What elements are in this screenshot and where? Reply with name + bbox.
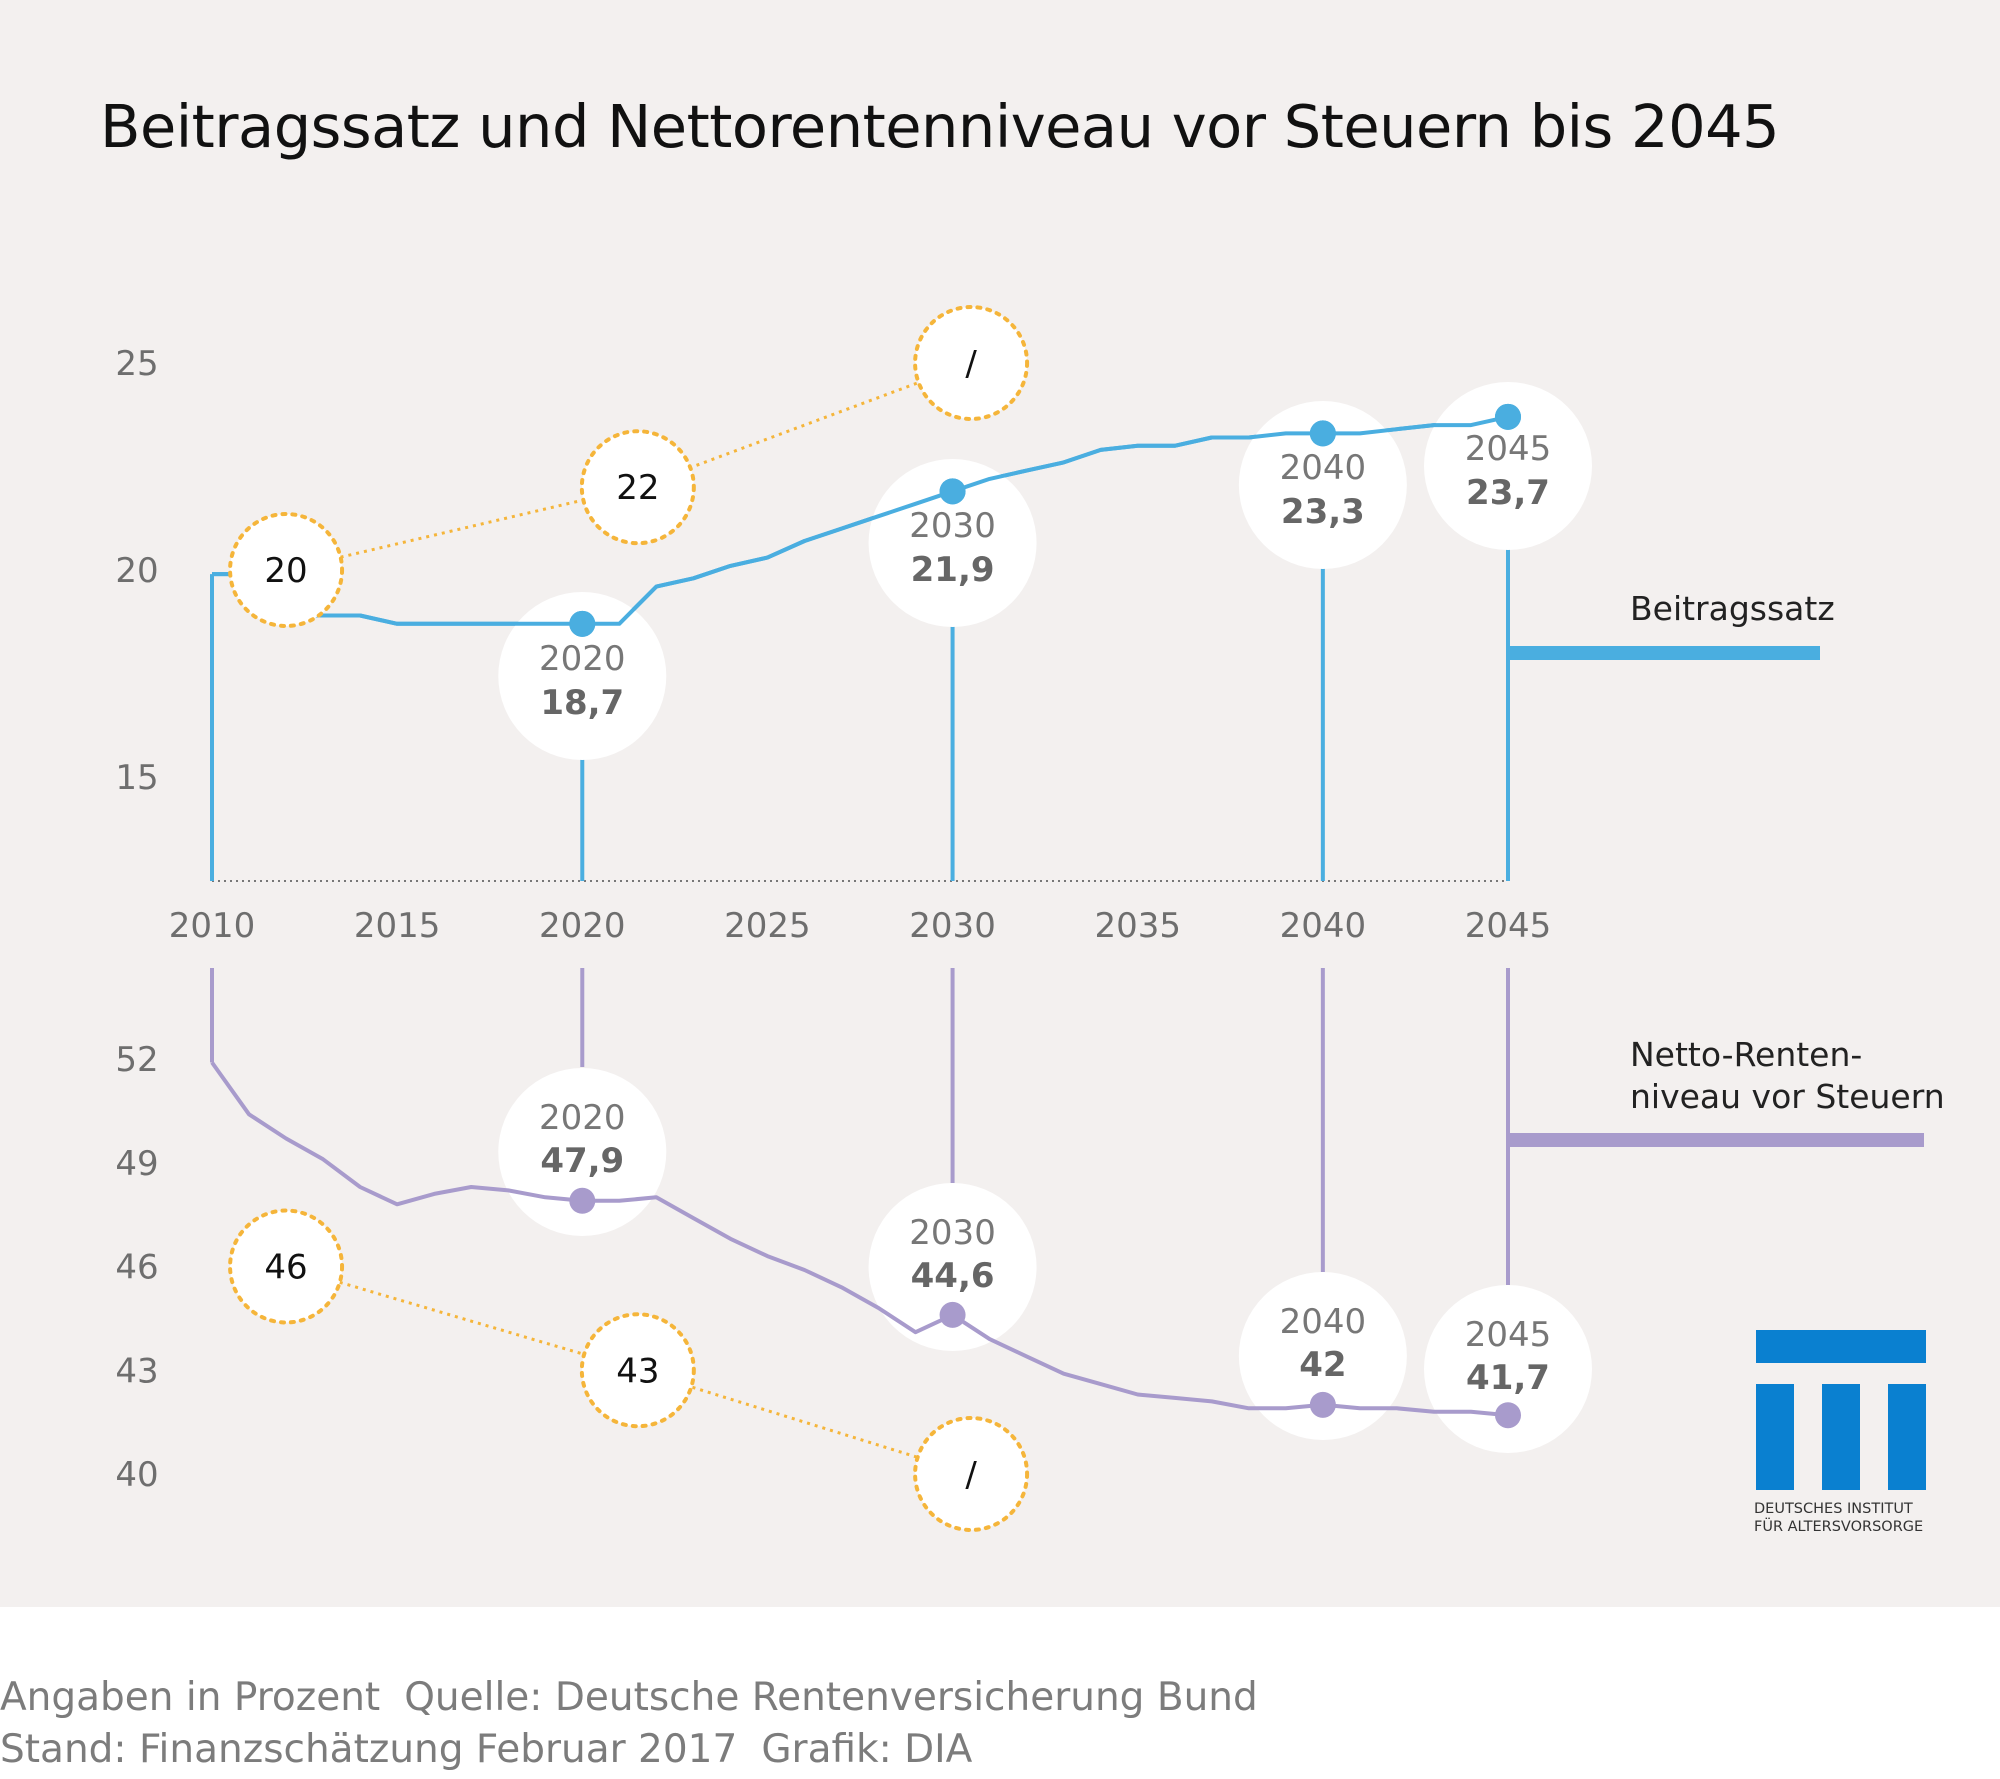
beitrag-highlight-value: 18,7 (540, 683, 624, 723)
beitrag-comparison-label: / (965, 344, 977, 384)
chart-panel: Beitragssatz und Nettorentenniveau vor S… (0, 0, 2000, 1607)
logo-text-line2: FÜR ALTERSVORSORGE (1754, 1519, 1924, 1535)
y-tick-label-netto: 49 (115, 1144, 158, 1184)
beitrag-data-marker-top (1495, 403, 1521, 430)
netto-data-marker (1495, 1402, 1521, 1429)
netto-comparison-label: 43 (616, 1351, 659, 1391)
netto-highlight-value: 42 (1299, 1345, 1346, 1385)
netto-highlight-circle (1238, 1272, 1407, 1440)
y-tick-label-netto: 52 (115, 1040, 158, 1080)
beitrag-highlight-circle (498, 592, 667, 760)
dia-logo: DEUTSCHES INSTITUT FÜR ALTERSVORSORGE (1754, 1330, 1926, 1540)
x-tick-label: 2030 (909, 906, 996, 946)
footer-line-2: Stand: Finanzschätzung Februar 2017 Grafi… (0, 1724, 1258, 1776)
x-tick-label: 2045 (1465, 906, 1552, 946)
beitrag-comparison-label: 20 (264, 551, 307, 591)
beitrag-highlight-value: 23,3 (1281, 492, 1365, 532)
netto-legend-label: niveau vor Steuern (1630, 1077, 1945, 1116)
netto-comparison-line (285, 1265, 972, 1476)
netto-comparison-label: / (965, 1455, 977, 1495)
footer-unit-label: Angaben in Prozent (0, 1675, 381, 1720)
beitrag-comparison-circle (579, 429, 696, 546)
chart-svg: 2010 2015 2020 2025 2030 2035 2040 204525201552… (115, 305, 1945, 1532)
netto-highlight-circle (498, 1068, 667, 1236)
netto-highlight-year: 2040 (1280, 1302, 1367, 1342)
netto-highlight-year: 2030 (909, 1213, 996, 1253)
footer-line-1: Angaben in Prozent Quelle: Deutsche Rente… (0, 1672, 1258, 1724)
beitrag-highlight-year: 2020 (539, 639, 626, 679)
netto-highlight-value: 41,7 (1466, 1358, 1550, 1398)
logo-column-3 (1888, 1384, 1926, 1490)
beitrag-highlight-circle (868, 459, 1037, 627)
beitrag-data-marker-top (569, 610, 596, 637)
netto-legend-label: Netto-Renten- (1630, 1035, 1862, 1074)
beitrag-comparison-label: 22 (616, 468, 659, 508)
y-tick-label-netto: 46 (115, 1248, 158, 1288)
logo-column-1 (1756, 1384, 1794, 1490)
footer-source: Quelle: Deutsche Rentenversicherung Bund (404, 1675, 1258, 1720)
beitrag-highlight-year: 2045 (1465, 429, 1552, 469)
netto-comparison-circle (913, 1416, 1030, 1532)
netto-highlight-circle (868, 1183, 1037, 1351)
logo-column-2 (1822, 1384, 1860, 1490)
x-tick-label: 2020 (539, 906, 626, 946)
beitrag-comparison-circle (913, 305, 1030, 421)
y-tick-label-beitrag: 20 (115, 551, 158, 591)
y-tick-label-netto: 43 (115, 1351, 158, 1391)
beitrag-data-marker-top (1309, 420, 1336, 447)
netto-highlight-year: 2045 (1465, 1315, 1552, 1355)
y-tick-label-netto: 40 (115, 1455, 158, 1495)
netto-comparison-circle (579, 1312, 696, 1429)
footer-grafik: Grafik: DIA (761, 1727, 973, 1772)
logo-bar-top (1756, 1330, 1926, 1363)
beitrag-highlight-value: 23,7 (1466, 473, 1550, 513)
beitrag-highlight-circle (1238, 401, 1407, 569)
beitrag-highlight-value: 21,9 (911, 550, 995, 590)
beitrag-highlight-year: 2040 (1280, 448, 1367, 488)
netto-highlight-value: 47,9 (540, 1141, 624, 1181)
footer: Angaben in Prozent Quelle: Deutsche Rente… (0, 1672, 1258, 1776)
logo-text: DEUTSCHES INSTITUT FÜR ALTERSVORSORGE (1754, 1500, 1923, 1536)
y-tick-label-beitrag: 25 (115, 344, 158, 384)
netto-highlight-value: 44,6 (911, 1256, 995, 1296)
netto-data-marker (1309, 1391, 1336, 1418)
beitrag-highlight-year: 2030 (909, 506, 996, 546)
y-tick-label-beitrag: 15 (115, 758, 158, 798)
netto-series-line (210, 1061, 1509, 1418)
netto-comparison-label: 46 (264, 1248, 307, 1288)
beitrag-data-marker-top (939, 478, 966, 505)
footer-stand: Stand: Finanzschätzung Februar 2017 (0, 1727, 738, 1772)
x-tick-label: 2040 (1280, 906, 1367, 946)
x-tick-label: 2010 (169, 906, 256, 946)
beitrag-series-line-overlay (212, 414, 1509, 626)
beitrag-legend-label: Beitragssatz (1630, 589, 1835, 628)
x-tick-label: 2025 (724, 906, 811, 946)
x-tick-label: 2035 (1094, 906, 1181, 946)
chart-title: Beitragssatz und Nettorentenniveau vor S… (100, 92, 1780, 161)
netto-data-marker (939, 1301, 966, 1328)
netto-data-marker (569, 1187, 596, 1214)
x-tick-label: 2015 (354, 906, 441, 946)
netto-highlight-year: 2020 (539, 1098, 626, 1138)
netto-comparison-circle (228, 1208, 345, 1325)
logo-text-line1: DEUTSCHES INSTITUT (1754, 1501, 1913, 1517)
beitrag-comparison-circle (228, 512, 345, 628)
